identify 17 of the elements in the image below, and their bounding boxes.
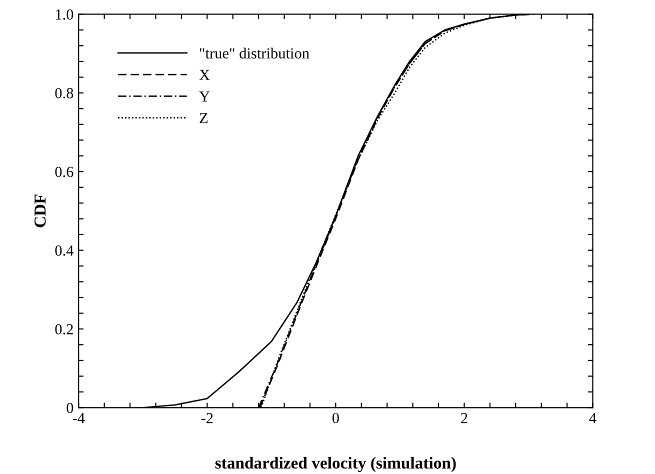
x-tick-label: -4 xyxy=(72,413,85,424)
x-tick-label: 0 xyxy=(332,412,339,424)
x-tick-label: -2 xyxy=(201,412,213,424)
y-tick-label: 0.8 xyxy=(55,88,74,98)
x-tick-label: 4 xyxy=(589,413,596,424)
y-tick-label: 0 xyxy=(66,402,74,414)
x-tick-label: 2 xyxy=(461,412,468,424)
y-tick-label: 0.6 xyxy=(55,166,74,178)
x-axis-title: standardized velocity (simulation) xyxy=(215,456,456,472)
legend-label: Z xyxy=(200,113,208,124)
y-tick-label: 0.2 xyxy=(55,324,73,334)
y-tick-label: 0.4 xyxy=(55,245,74,256)
y-tick-label: 1.0 xyxy=(56,9,74,20)
y-axis-title: CDF xyxy=(34,194,46,228)
legend-label: "true" distribution xyxy=(200,48,310,58)
legend-label: X xyxy=(199,70,210,80)
legend-label: Y xyxy=(199,92,210,102)
